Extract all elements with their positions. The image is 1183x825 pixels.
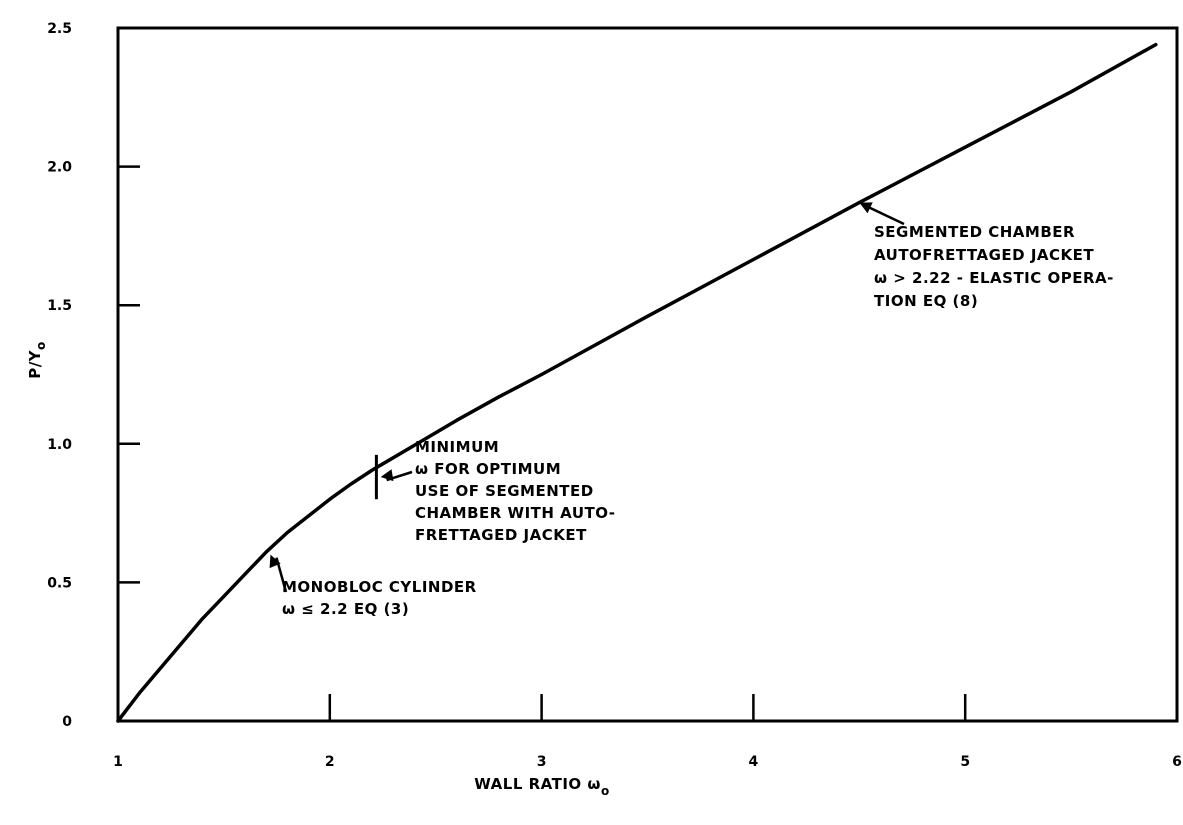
y-tick-label: 2.0 [47, 160, 72, 176]
x-tick-label: 6 [1172, 754, 1182, 770]
y-tick-label: 0.5 [47, 575, 72, 591]
annotation-line: MINIMUM [415, 438, 499, 456]
annotation-arrowhead-minimum [380, 469, 394, 482]
annotation-line: USE OF SEGMENTED [415, 482, 594, 500]
x-tick-label: 4 [749, 754, 759, 770]
axis-titles: WALL RATIO ωo P/Yo [26, 341, 609, 798]
annotation-line: FRETTAGED JACKET [415, 526, 587, 544]
x-tick-label: 5 [960, 754, 970, 770]
y-tick-label: 0 [62, 714, 72, 730]
annotation-line: ω ≤ 2.2 EQ (3) [282, 600, 409, 618]
ticks: 1 2 3 4 5 6 0 0.5 1.0 1.5 2.0 2.5 [47, 21, 1182, 770]
plot-frame [116, 26, 1179, 723]
annotation-line: TION EQ (8) [874, 292, 978, 310]
annotations: MONOBLOC CYLINDER ω ≤ 2.2 EQ (3) MINIMUM ω … [269, 202, 1114, 618]
annotation-line: CHAMBER WITH AUTO- [415, 504, 616, 522]
annotation-arrowhead-monobloc [269, 554, 281, 569]
x-axis-title-sub: o [601, 784, 610, 798]
annotation-line: ω > 2.22 - ELASTIC OPERA- [874, 269, 1114, 287]
x-tick-label: 1 [113, 754, 123, 770]
y-tick-label: 2.5 [47, 21, 72, 37]
annotation-segmented: SEGMENTED CHAMBER AUTOFRETTAGED JACKET ω >… [874, 223, 1114, 310]
annotation-arrowhead-segmented [859, 202, 873, 214]
annotation-line: MONOBLOC CYLINDER [282, 578, 477, 596]
x-tick-label: 2 [325, 754, 335, 770]
y-tick-label: 1.0 [47, 437, 72, 453]
x-axis-title-main: WALL RATIO ω [474, 775, 601, 793]
annotation-line: SEGMENTED CHAMBER [874, 223, 1075, 241]
annotation-monobloc: MONOBLOC CYLINDER ω ≤ 2.2 EQ (3) [282, 578, 477, 618]
series [116, 42, 1158, 723]
series-line [116, 42, 1158, 723]
annotation-line: AUTOFRETTAGED JACKET [874, 246, 1094, 264]
x-tick-label: 3 [537, 754, 547, 770]
annotation-line: ω FOR OPTIMUM [415, 460, 561, 478]
y-axis-title-sub: o [34, 341, 48, 350]
y-tick-label: 1.5 [47, 298, 72, 314]
y-axis-title: P/Yo [26, 341, 48, 379]
annotation-minimum: MINIMUM ω FOR OPTIMUM USE OF SEGMENTED CHAM… [415, 438, 616, 544]
y-axis-title-main: P/Y [26, 349, 44, 378]
x-axis-title: WALL RATIO ωo [474, 775, 609, 798]
axes [116, 26, 1179, 723]
annotation-arrow-segmented [864, 204, 905, 226]
